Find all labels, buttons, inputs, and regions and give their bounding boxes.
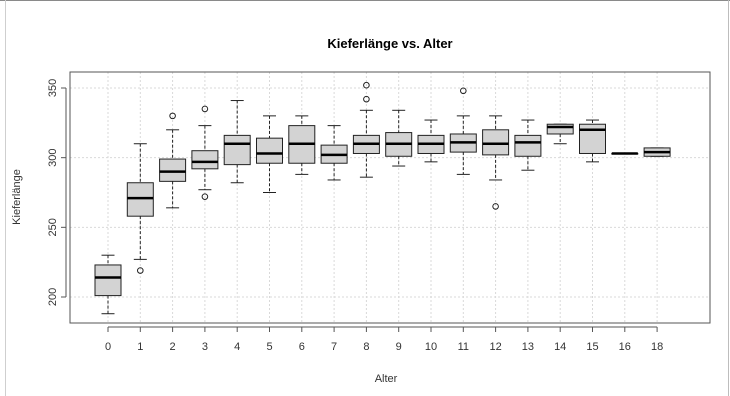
x-tick-label: 18 — [651, 341, 663, 353]
chart-title: Kieferlänge vs. Alter — [327, 36, 452, 51]
box — [514, 134, 542, 157]
x-tick-label: 7 — [331, 341, 337, 353]
x-tick-label: 0 — [105, 341, 111, 353]
grid-layer — [70, 72, 710, 323]
outlier-point — [169, 112, 176, 120]
outlier-point — [201, 105, 209, 113]
x-tick-label: 4 — [234, 341, 240, 353]
y-tick-label: 250 — [47, 218, 59, 236]
window-top-border — [0, 0, 730, 1]
box — [126, 182, 154, 217]
x-tick-label: 10 — [425, 341, 437, 353]
x-axis-title: Alter — [375, 373, 398, 385]
x-tick-label: 5 — [266, 341, 272, 353]
x-tick-label: 11 — [458, 341, 469, 353]
box — [256, 137, 283, 164]
box — [482, 129, 510, 156]
box-group — [449, 87, 477, 175]
plot-frame — [69, 71, 711, 324]
x-tick-label: 13 — [522, 341, 534, 353]
outlier-point — [137, 267, 144, 274]
outlier-point — [363, 95, 370, 103]
outlier-point — [492, 203, 499, 210]
box-group — [320, 125, 348, 181]
y-tick-label: 200 — [47, 288, 59, 306]
y-tick-label: 350 — [47, 79, 59, 97]
box-group — [385, 109, 413, 167]
box-group — [126, 143, 154, 274]
box-group — [159, 112, 187, 209]
x-tick-label: 3 — [202, 341, 208, 353]
window-right-border — [728, 0, 729, 396]
box-group — [352, 81, 380, 178]
box — [191, 150, 219, 170]
x-tick-label: 15 — [586, 341, 598, 353]
box-group — [482, 115, 510, 210]
box — [546, 123, 574, 135]
box-group — [288, 115, 316, 175]
box-group — [417, 119, 445, 163]
box — [159, 158, 187, 182]
outlier-point — [201, 193, 209, 200]
box — [94, 264, 122, 297]
x-tick-label: 6 — [299, 341, 305, 353]
x-tick-label: 12 — [489, 341, 501, 353]
box-group — [579, 119, 606, 163]
boxes-layer — [94, 81, 671, 315]
box-group — [191, 105, 219, 200]
x-tick-label: 14 — [554, 341, 566, 353]
x-tick-label: 2 — [170, 341, 176, 353]
box-group — [223, 100, 251, 184]
x-tick-label: 9 — [396, 341, 402, 353]
box-group — [94, 254, 122, 315]
window-left-border — [5, 0, 6, 396]
box-group — [514, 119, 542, 171]
box-group — [546, 123, 574, 145]
x-tick-label: 16 — [619, 341, 631, 353]
outlier-point — [363, 81, 370, 89]
box — [223, 134, 251, 166]
box-group — [256, 115, 283, 193]
y-tick-label: 300 — [47, 148, 59, 166]
x-tick-label: 1 — [137, 341, 143, 353]
x-tick-label: 8 — [363, 341, 369, 353]
outlier-point — [460, 87, 467, 95]
box-group — [611, 152, 639, 155]
y-axis-title: Kieferlänge — [11, 169, 23, 225]
box-group — [643, 147, 671, 157]
